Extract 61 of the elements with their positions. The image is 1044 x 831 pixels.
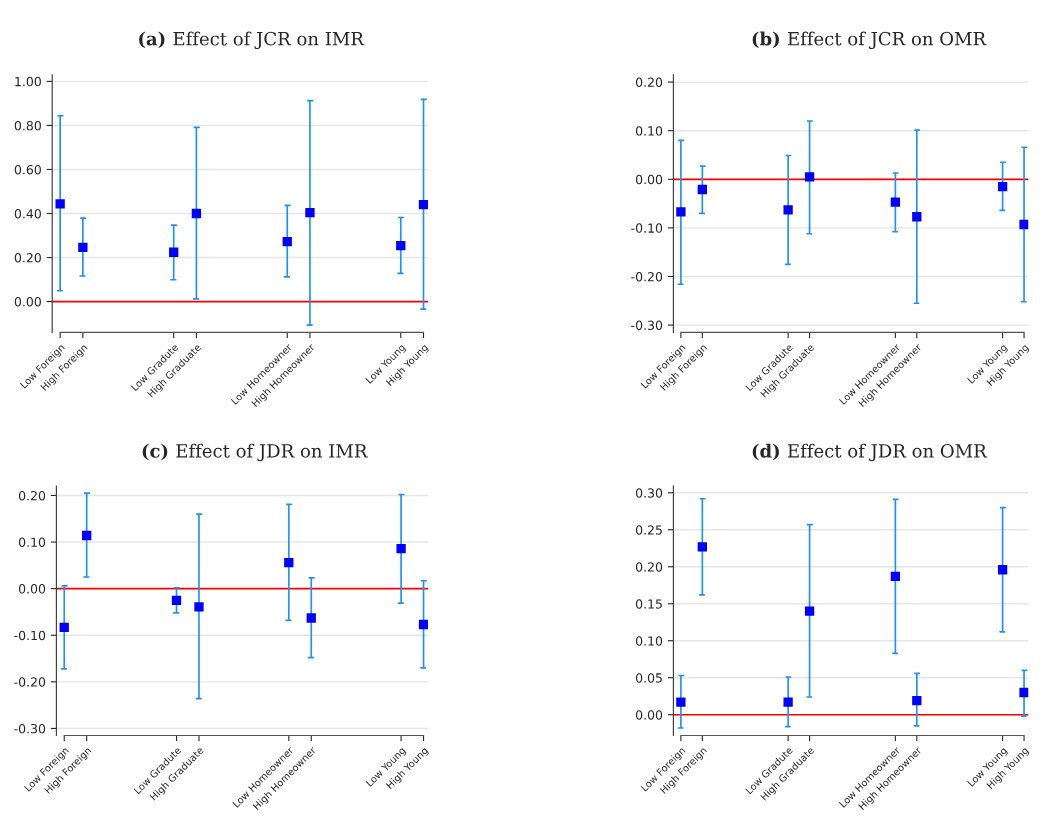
chart-title: (b) Effect of JCR on OMR <box>752 31 987 50</box>
point <box>59 622 69 632</box>
point <box>890 197 901 207</box>
point <box>912 212 922 222</box>
y-tick-label: 0.40 <box>14 208 41 219</box>
point <box>282 237 292 247</box>
chart-title: (a) Effect of JCR on IMR <box>139 31 365 50</box>
y-tick-label: 0.20 <box>635 77 663 88</box>
y-tick-label: -0.30 <box>14 723 46 734</box>
point <box>783 205 793 215</box>
point <box>78 242 88 253</box>
point <box>55 199 65 209</box>
point <box>997 181 1008 192</box>
point <box>169 247 179 257</box>
y-tick-label: -0.20 <box>14 677 46 687</box>
y-tick-label: 0.30 <box>635 488 663 498</box>
y-tick-label: -0.20 <box>631 271 663 282</box>
y-tick-label: 0.60 <box>14 164 41 175</box>
point <box>783 697 793 707</box>
point <box>305 207 315 218</box>
y-tick-label: 0.10 <box>18 537 46 547</box>
point <box>82 530 92 541</box>
point <box>191 208 202 219</box>
chart-title: (d) Effect of JDR on OMR <box>752 443 988 462</box>
point <box>284 557 294 568</box>
point <box>804 606 815 616</box>
y-tick-label: 0.00 <box>14 297 41 307</box>
point <box>396 543 406 554</box>
point <box>1019 219 1029 230</box>
y-tick-label: 1.00 <box>15 76 41 87</box>
point <box>890 571 901 582</box>
y-tick-label: 0.80 <box>14 120 41 131</box>
y-tick-label: 0.20 <box>18 490 46 501</box>
y-tick-label: 0.00 <box>635 174 663 185</box>
point <box>697 542 707 552</box>
y-tick-label: 0.15 <box>635 599 662 609</box>
y-tick-label: 0.20 <box>635 562 663 572</box>
y-tick-label: 0.10 <box>635 636 663 646</box>
point <box>418 619 429 630</box>
y-tick-label: 0.00 <box>635 710 663 720</box>
point <box>171 595 182 605</box>
y-tick-label: -0.10 <box>631 223 663 233</box>
point <box>194 602 204 612</box>
y-tick-label: 0.20 <box>14 253 41 263</box>
point <box>396 240 406 251</box>
point <box>697 184 707 195</box>
point <box>912 696 922 706</box>
y-tick-label: 0.05 <box>635 673 662 683</box>
chart-title: (c) Effect of JDR on IMR <box>142 443 368 462</box>
point <box>997 565 1008 575</box>
y-tick-label: -0.30 <box>631 320 663 331</box>
point <box>804 172 815 182</box>
point <box>676 207 686 217</box>
y-tick-label: -0.10 <box>14 630 46 641</box>
point <box>306 613 316 623</box>
y-tick-label: 0.00 <box>18 584 46 594</box>
point <box>1019 687 1029 698</box>
y-tick-label: 0.25 <box>635 525 662 535</box>
y-tick-label: 0.10 <box>635 126 663 136</box>
point <box>676 697 686 707</box>
point <box>418 200 429 210</box>
